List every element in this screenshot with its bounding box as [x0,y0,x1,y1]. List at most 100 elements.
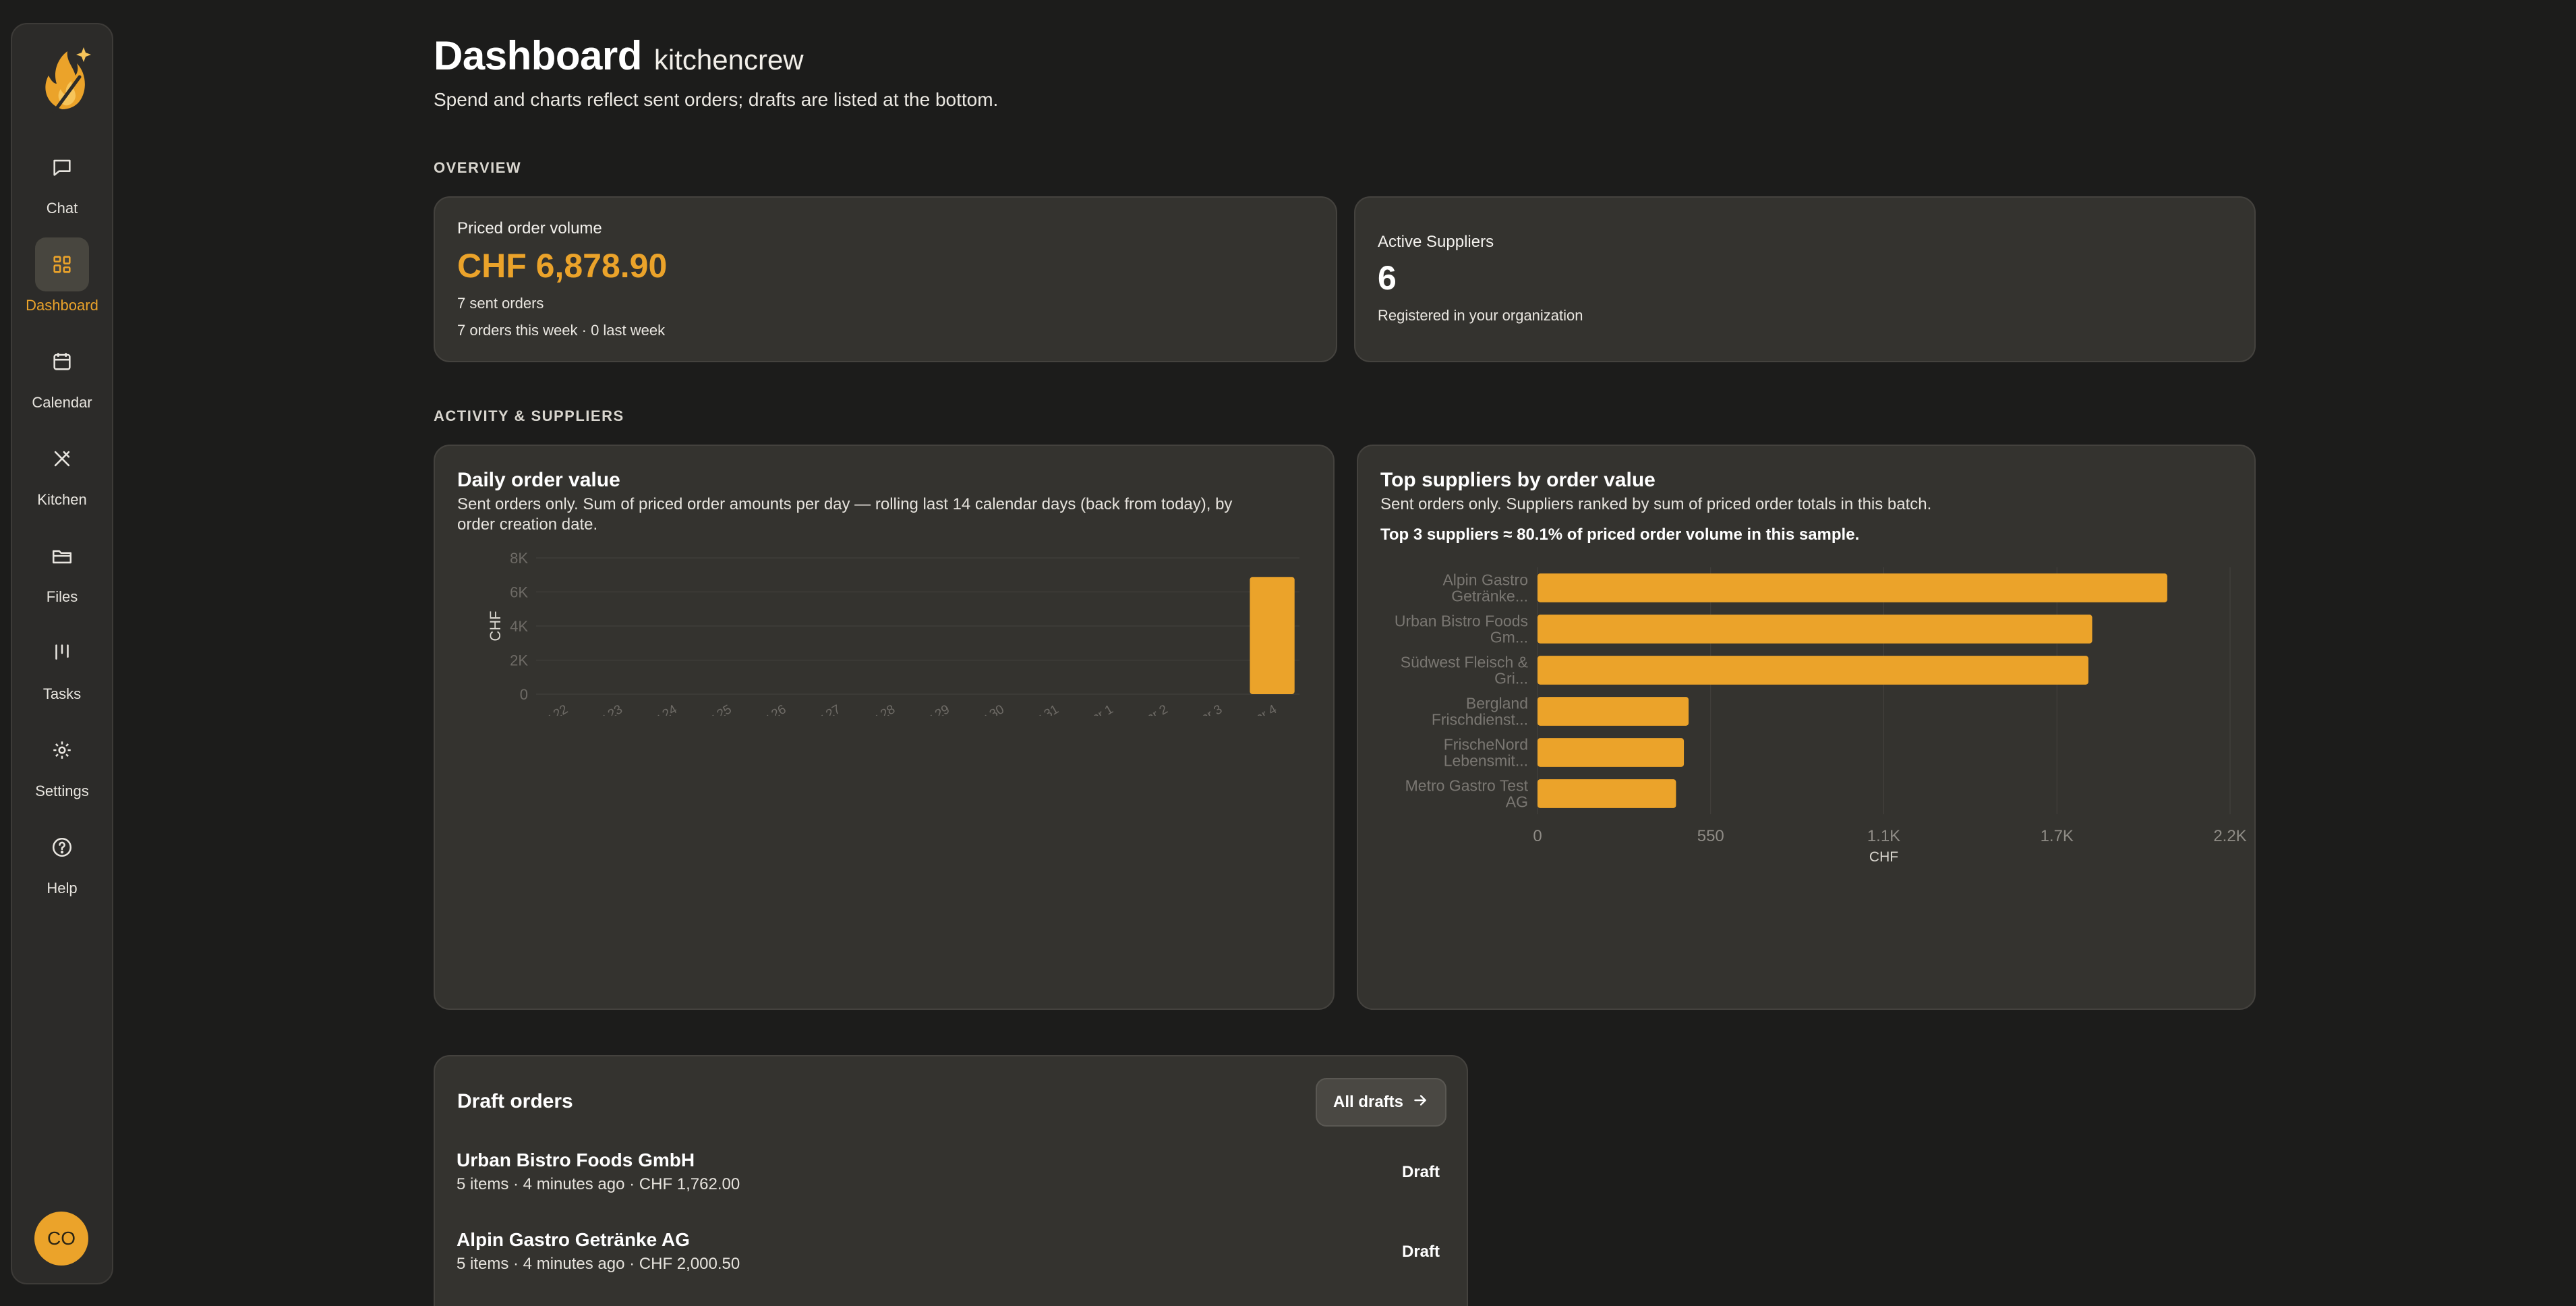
x-tick-label: Mar 27 [801,702,843,716]
x-tick-label: 2.2K [2213,827,2246,845]
supplier-bar [1538,573,2167,602]
draft-row[interactable]: Urban Bistro Foods GmbH 5 items · 4 minu… [457,1149,1440,1203]
kpi-suppliers-note: Registered in your organization [1378,307,1583,324]
org-name: kitchencrew [653,44,804,76]
kpi-sent-orders: 7 sent orders [457,295,544,312]
supplier-label: Bergland Frischdienst... [1432,695,1528,729]
folder-icon [35,529,89,583]
draft-supplier-name: Alpin Gastro Getränke AG [457,1229,690,1250]
nav-label: Settings [35,783,89,799]
nav-kitchen[interactable]: Kitchen [12,432,112,519]
x-tick-label: Mar 24 [638,702,680,716]
app-logo[interactable] [34,36,93,117]
kpi-card-suppliers: Active Suppliers 6 Registered in your or… [1354,196,2256,362]
draft-orders-card: Draft orders All drafts Urban Bistro Foo… [434,1055,1468,1306]
chart-title: Top suppliers by order value [1380,469,1656,491]
draft-meta: 5 items · 4 minutes ago · CHF 2,000.50 [457,1255,740,1273]
supplier-label: Urban Bistro Foods Gm... [1395,613,1528,646]
x-tick-label: Apr 3 [1191,702,1225,716]
nav-help[interactable]: Help [12,820,112,908]
x-tick-label: 0 [1533,827,1542,845]
draft-status-badge: Draft [1401,1163,1440,1181]
kpi-label: Active Suppliers [1378,233,1494,251]
kpi-label: Priced order volume [457,219,602,237]
supplier-label: Alpin Gastro Getränke... [1442,571,1528,605]
drafts-title: Draft orders [457,1090,573,1112]
page-subtitle: Spend and charts reflect sent orders; dr… [434,89,999,110]
page-title: Dashboard kitchencrew [434,32,804,79]
x-tick-label: 550 [1697,827,1724,845]
x-tick-label: Mar 29 [910,702,952,716]
nav-label: Chat [46,200,78,217]
nav-dashboard[interactable]: Dashboard [12,237,112,325]
chart-desc-2: order creation date. [457,515,598,534]
utensils-icon [35,432,89,486]
daily-order-chart: 0 2K 4K 6K 8K CHF Mar 22 Mar 23 Mar 24 Mar 25 Mar … [487,550,1299,716]
kpi-card-volume: Priced order volume CHF 6,878.90 7 sent … [434,196,1337,362]
chat-icon [35,140,89,194]
x-axis-label: CHF [1869,849,1898,864]
y-axis-label: CHF [487,611,504,641]
chart-title: Daily order value [457,469,620,491]
y-tick-label: 0 [520,686,528,703]
supplier-label: FrischeNord Lebensmit... [1444,736,1528,770]
all-drafts-button[interactable]: All drafts [1315,1078,1446,1127]
nav-label: Calendar [32,394,92,411]
draft-meta: 5 items · 4 minutes ago · CHF 1,762.00 [457,1175,740,1193]
calendar-icon [35,335,89,389]
nav-tasks[interactable]: Tasks [12,626,112,714]
x-tick-label: Mar 31 [1020,702,1061,716]
dashboard-icon [35,237,89,291]
daily-order-card: Daily order value Sent orders only. Sum … [434,445,1335,1010]
gear-icon [35,723,89,777]
chart-desc: Sent orders only. Suppliers ranked by su… [1380,495,1932,513]
y-tick-label: 6K [510,584,528,601]
nav-settings[interactable]: Settings [12,723,112,811]
y-tick-label: 2K [510,652,528,669]
nav-label: Tasks [42,685,82,702]
nav-label: Help [47,880,78,897]
supplier-bar [1538,779,1676,808]
bar-apr-4 [1250,577,1295,694]
x-tick-label: Mar 26 [747,702,789,716]
section-activity-label: ACTIVITY & SUPPLIERS [434,407,624,424]
nav-chat[interactable]: Chat [12,140,112,228]
draft-supplier-name: Urban Bistro Foods GmbH [457,1149,695,1170]
x-tick-label: Apr 1 [1082,702,1116,716]
x-tick-label: Mar 22 [529,702,570,716]
kpi-amount: CHF 6,878.90 [457,247,668,285]
chart-desc-1: Sent orders only. Sum of priced order am… [457,495,1233,513]
help-icon [35,820,89,874]
x-tick-label: 1.7K [2041,827,2074,845]
x-tick-label: Mar 25 [693,702,734,716]
x-tick-label: Mar 23 [583,702,625,716]
y-tick-label: 4K [510,618,528,635]
x-tick-label: 1.1K [1867,827,1900,845]
supplier-bar [1538,738,1685,767]
supplier-bar [1538,656,2088,685]
supplier-label: Metro Gastro Test AG [1405,777,1529,811]
nav-files[interactable]: Files [12,529,112,617]
y-tick-label: 8K [510,550,528,567]
nav-label: Files [46,588,78,605]
kpi-supplier-count: 6 [1378,259,1397,297]
all-drafts-label: All drafts [1333,1093,1403,1111]
top-suppliers-card: Top suppliers by order value Sent orders… [1357,445,2256,1010]
chart-note: Top 3 suppliers ≈ 80.1% of priced order … [1380,526,1860,544]
kpi-weekly-orders: 7 orders this week · 0 last week [457,322,666,339]
supplier-bar [1538,615,2092,644]
nav-label: Kitchen [37,491,87,508]
draft-status-badge: Draft [1401,1243,1440,1261]
supplier-bar [1538,697,1689,726]
supplier-label: Südwest Fleisch & Gri... [1401,654,1528,687]
section-overview-label: OVERVIEW [434,159,522,176]
nav-label: Dashboard [26,297,98,314]
arrow-right-icon [1411,1091,1429,1114]
avatar[interactable]: CO [34,1212,88,1266]
sidebar: Chat Dashboard Calendar Kitchen Files Ta… [11,23,113,1284]
nav-calendar[interactable]: Calendar [12,335,112,422]
top-suppliers-chart: 0 550 1.1K 1.7K 2.2K CHF Alpin Gastro Getränke.… [1395,567,2247,864]
x-tick-label: Mar 30 [965,702,1007,716]
draft-row[interactable]: Alpin Gastro Getränke AG 5 items · 4 min… [457,1229,1440,1283]
x-tick-label: Apr 4 [1246,702,1279,716]
